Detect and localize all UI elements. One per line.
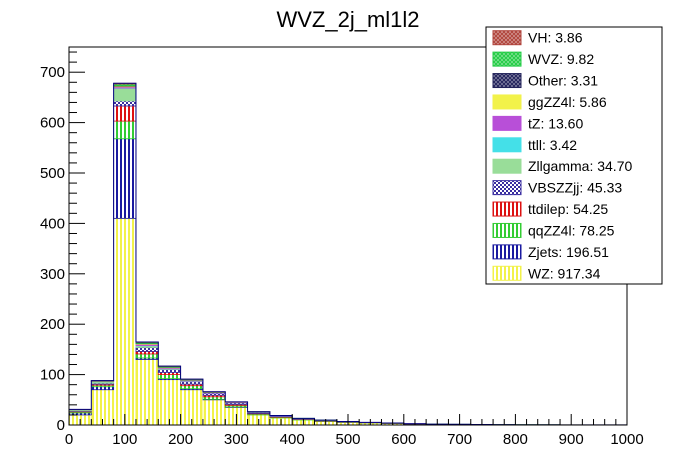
x-tick-label: 800	[503, 431, 528, 448]
bar-zjets-bin-1	[90, 386, 115, 391]
x-tick-label: 900	[559, 431, 584, 448]
legend-label-qqzz4l: qqZZ4l: 78.25	[528, 222, 615, 238]
legend-swatch-zllgamma	[492, 158, 522, 174]
bar-qqzz4l-bin-3	[135, 353, 159, 359]
y-tick-label: 400	[40, 215, 65, 232]
bar-wz-bin-2	[113, 217, 137, 426]
legend-swatch-tz	[492, 115, 522, 131]
legend-label-zjets: Zjets: 196.51	[528, 244, 609, 260]
bar-wz-bin-3	[135, 359, 159, 426]
y-tick-label: 700	[40, 64, 65, 81]
legend-swatch-wvz	[492, 51, 522, 67]
legend-label-ggzz4l: ggZZ4l: 5.86	[528, 94, 607, 110]
bar-zllgamma-bin-2	[113, 87, 137, 102]
x-tick-label: 0	[65, 431, 73, 448]
legend-swatch-qqzz4l	[492, 222, 522, 238]
legend: VH: 3.86 WVZ: 9.82 Other: 3.31 ggZZ4l: 5.86…	[485, 26, 663, 285]
legend-swatch-ttll	[492, 137, 522, 153]
legend-swatch-ggzz4l	[492, 94, 522, 110]
bar-qqzz4l-bin-2	[113, 120, 137, 140]
legend-swatch-zjets	[492, 244, 522, 260]
bar-vbszzjj-bin-3	[135, 346, 159, 352]
chart-title: WVZ_2j_ml1l2	[276, 7, 419, 32]
y-tick-label: 200	[40, 316, 65, 333]
legend-label-wz: WZ: 917.34	[528, 265, 601, 281]
legend-label-ttll: ttll: 3.42	[528, 137, 577, 153]
x-tick-label: 400	[280, 431, 305, 448]
legend-label-ttdilep: ttdilep: 54.25	[528, 201, 608, 217]
bar-wz-bin-4	[157, 379, 181, 426]
bar-qqzz4l-bin-4	[157, 374, 181, 380]
y-tick-label: 0	[57, 417, 65, 434]
y-tick-label: 100	[40, 367, 65, 384]
y-axis: 0 100 200 300 400 500 600 700	[40, 51, 85, 434]
y-tick-label: 600	[40, 115, 65, 132]
legend-swatch-vbszzjj	[492, 180, 522, 196]
legend-label-other: Other: 3.31	[528, 73, 598, 89]
legend-label-wvz: WVZ: 9.82	[528, 51, 594, 67]
legend-swatch-vh	[492, 30, 522, 46]
y-tick-label: 300	[40, 266, 65, 283]
legend-box	[485, 26, 663, 285]
x-tick-label: 700	[447, 431, 472, 448]
x-tick-label: 500	[335, 431, 360, 448]
bar-zjets-bin-2	[113, 138, 137, 219]
x-tick-label: 600	[391, 431, 416, 448]
x-tick-label: 200	[168, 431, 193, 448]
y-tick-label: 500	[40, 165, 65, 182]
legend-swatch-wz	[492, 265, 522, 281]
legend-label-vh: VH: 3.86	[528, 30, 583, 46]
x-tick-label: 1000	[610, 431, 643, 448]
bar-vbszzjj-bin-2	[113, 100, 137, 107]
legend-swatch-other	[492, 73, 522, 89]
x-tick-label: 100	[112, 431, 137, 448]
legend-label-vbszzjj: VBSZZjj: 45.33	[528, 180, 622, 196]
bar-qqzz4l-bin-5	[180, 385, 204, 390]
bar-vbszzjj-bin-4	[157, 369, 181, 373]
x-axis: 0 100 200 300 400 500 600 700 800 900 1000	[65, 414, 644, 448]
legend-label-tz: tZ: 13.60	[528, 115, 583, 131]
legend-label-zllgamma: Zllgamma: 34.70	[528, 158, 632, 174]
bar-ttdilep-bin-2	[113, 105, 137, 122]
x-tick-label: 300	[224, 431, 249, 448]
legend-swatch-ttdilep	[492, 201, 522, 217]
